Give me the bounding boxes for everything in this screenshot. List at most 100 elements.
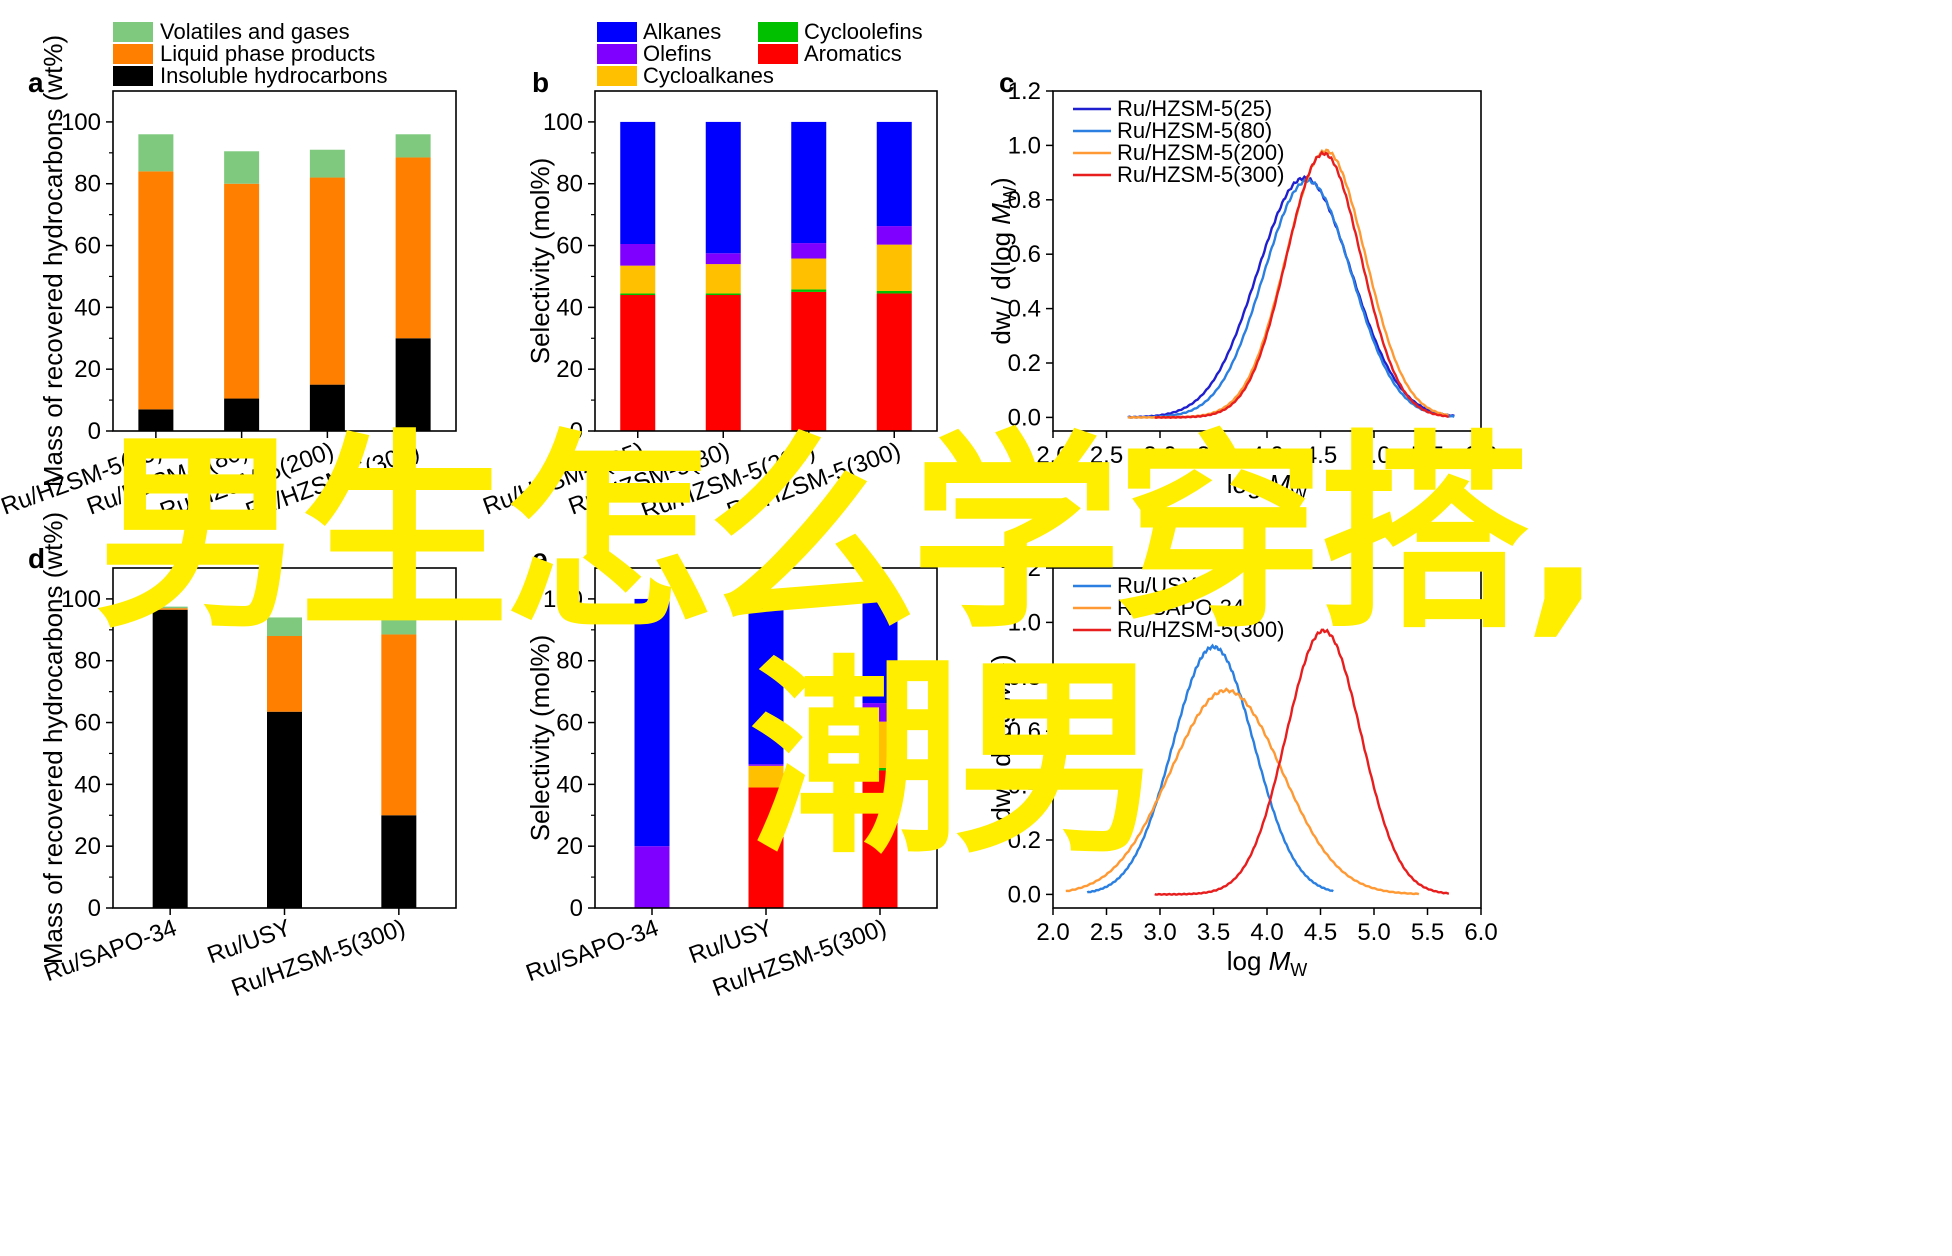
- x-tick-label: Ru/SAPO-34: [522, 914, 662, 987]
- plot-frame: [1052, 567, 1482, 909]
- bar-segment-liquid-phase-products: [224, 183, 260, 399]
- y-tick-label: 80: [74, 648, 101, 675]
- y-tick-label: 0: [88, 418, 101, 445]
- x-tick-label: 3.5: [1197, 442, 1230, 469]
- bar-segment-liquid-phase-products: [381, 634, 417, 816]
- legend-entry: Alkanes: [643, 19, 721, 44]
- series-line-ru-sapo-34: [1065, 687, 1420, 896]
- y-axis-label: Mass of recovered hydrocarbons (wt%): [38, 512, 68, 964]
- legend-swatch: [113, 66, 153, 86]
- y-tick-label: 0.0: [1008, 881, 1041, 908]
- bar-segment-liquid-phase-products: [152, 608, 188, 610]
- bar-segment-cycloolefins: [620, 293, 656, 295]
- bar-segment-olefins: [620, 244, 656, 266]
- overlay-text-line-1: 男生怎么学穿搭,: [95, 412, 1603, 657]
- y-tick-label: 100: [543, 109, 583, 136]
- bar-segment-aromatics: [705, 295, 741, 431]
- x-tick-label: 2.0: [1036, 442, 1069, 469]
- legend-entry: Ru/USY: [1117, 573, 1197, 598]
- plot-frame: [112, 90, 457, 432]
- series-line-ru-hzsm-5-25-: [1127, 174, 1455, 419]
- y-tick-label: 0.6: [1008, 718, 1041, 745]
- bar-segment-alkanes: [791, 121, 827, 244]
- panel-label: e: [532, 543, 548, 574]
- series-line-ru-usy: [1086, 643, 1334, 894]
- bar-segment-alkanes: [620, 121, 656, 244]
- bar-segment-insoluble-hydrocarbons: [224, 398, 260, 431]
- y-tick-label: 20: [74, 356, 101, 383]
- legend-entry: Volatiles and gases: [160, 19, 350, 44]
- y-tick-label: 0: [88, 895, 101, 922]
- x-tick-label: 3.0: [1143, 442, 1176, 469]
- bar-segment-volatiles-and-gases: [395, 134, 431, 158]
- y-tick-label: 100: [543, 586, 583, 613]
- bar-segment-cycloalkanes: [705, 264, 741, 294]
- bar-segment-alkanes: [876, 121, 912, 227]
- panel-label: a: [28, 67, 44, 98]
- y-tick-label: 100: [61, 586, 101, 613]
- legend-entry: Ru/HZSM-5(300): [1117, 162, 1284, 187]
- x-tick-label: 4.5: [1304, 919, 1337, 946]
- bar-segment-volatiles-and-gases: [381, 611, 417, 635]
- series-line-ru-hzsm-5-300-: [1154, 150, 1450, 419]
- y-tick-label: 60: [74, 233, 101, 260]
- x-tick-label: 4.5: [1304, 442, 1337, 469]
- y-tick-label: 1.2: [1008, 555, 1041, 582]
- panel-label: d: [28, 543, 45, 574]
- legend-entry: Insoluble hydrocarbons: [160, 63, 387, 88]
- bar-segment-aromatics: [876, 293, 912, 431]
- y-tick-label: 1.2: [1008, 78, 1041, 105]
- bar-segment-cycloolefins: [791, 289, 827, 292]
- y-tick-label: 40: [74, 771, 101, 798]
- bar-segment-liquid-phase-products: [138, 171, 174, 410]
- bar-segment-liquid-phase-products: [309, 177, 345, 385]
- legend-entry: Ru/HZSM-5(300): [1117, 617, 1284, 642]
- x-tick-label: 6.0: [1464, 442, 1497, 469]
- x-tick-label: 2.5: [1090, 919, 1123, 946]
- bar-segment-insoluble-hydrocarbons: [152, 609, 188, 908]
- y-tick-label: 0.2: [1008, 827, 1041, 854]
- x-tick-label: 6.0: [1464, 919, 1497, 946]
- bar-segment-volatiles-and-gases: [267, 617, 302, 636]
- legend-swatch: [597, 66, 637, 86]
- x-tick-label: 2.5: [1090, 442, 1123, 469]
- series-line-ru-hzsm-5-80-: [1127, 177, 1455, 419]
- y-tick-label: 0.0: [1008, 404, 1041, 431]
- x-tick-label: 4.0: [1250, 919, 1283, 946]
- bar-segment-aromatics: [748, 787, 784, 908]
- bar-segment-olefins: [862, 703, 898, 722]
- panel-label: b: [532, 67, 549, 98]
- y-axis-label: dw / d(log MW): [986, 177, 1020, 344]
- x-tick-label: 3.5: [1197, 919, 1230, 946]
- bar-segment-alkanes: [634, 598, 670, 847]
- y-tick-label: 0.8: [1008, 664, 1041, 691]
- y-axis-label: dw / d(log MW): [986, 654, 1020, 821]
- legend-entry: Ru/HZSM-5(25): [1117, 96, 1272, 121]
- y-tick-label: 0: [570, 895, 583, 922]
- bar-segment-volatiles-and-gases: [152, 606, 188, 609]
- legend-entry: Ru/HZSM-5(200): [1117, 140, 1284, 165]
- legend-swatch: [758, 44, 798, 64]
- bar-segment-volatiles-and-gases: [224, 151, 260, 184]
- bar-segment-insoluble-hydrocarbons: [395, 338, 431, 431]
- y-tick-label: 40: [556, 294, 583, 321]
- legend-swatch: [113, 22, 153, 42]
- bar-segment-cycloalkanes: [876, 244, 912, 291]
- bar-segment-volatiles-and-gases: [309, 149, 345, 178]
- y-tick-label: 80: [556, 648, 583, 675]
- bar-segment-insoluble-hydrocarbons: [138, 409, 174, 431]
- plot-frame: [594, 90, 938, 432]
- y-tick-label: 20: [556, 833, 583, 860]
- panel-label: f: [999, 543, 1009, 574]
- x-tick-label: 5.5: [1411, 919, 1444, 946]
- panel-c: c 2.0 2.5 3.0 3.5 4.0 4.5 5.0 5.5 6.0 0.0 0.2 0.4 0.6…: [986, 67, 1498, 503]
- y-tick-label: 60: [74, 710, 101, 737]
- y-axis-label: Selectivity (mol%): [525, 635, 555, 842]
- y-axis-label: Mass of recovered hydrocarbons (wt%): [38, 35, 68, 487]
- legend-swatch: [597, 22, 637, 42]
- legend-entry: Ru/SAPO-34: [1117, 595, 1244, 620]
- bar-segment-cycloolefins: [862, 767, 898, 771]
